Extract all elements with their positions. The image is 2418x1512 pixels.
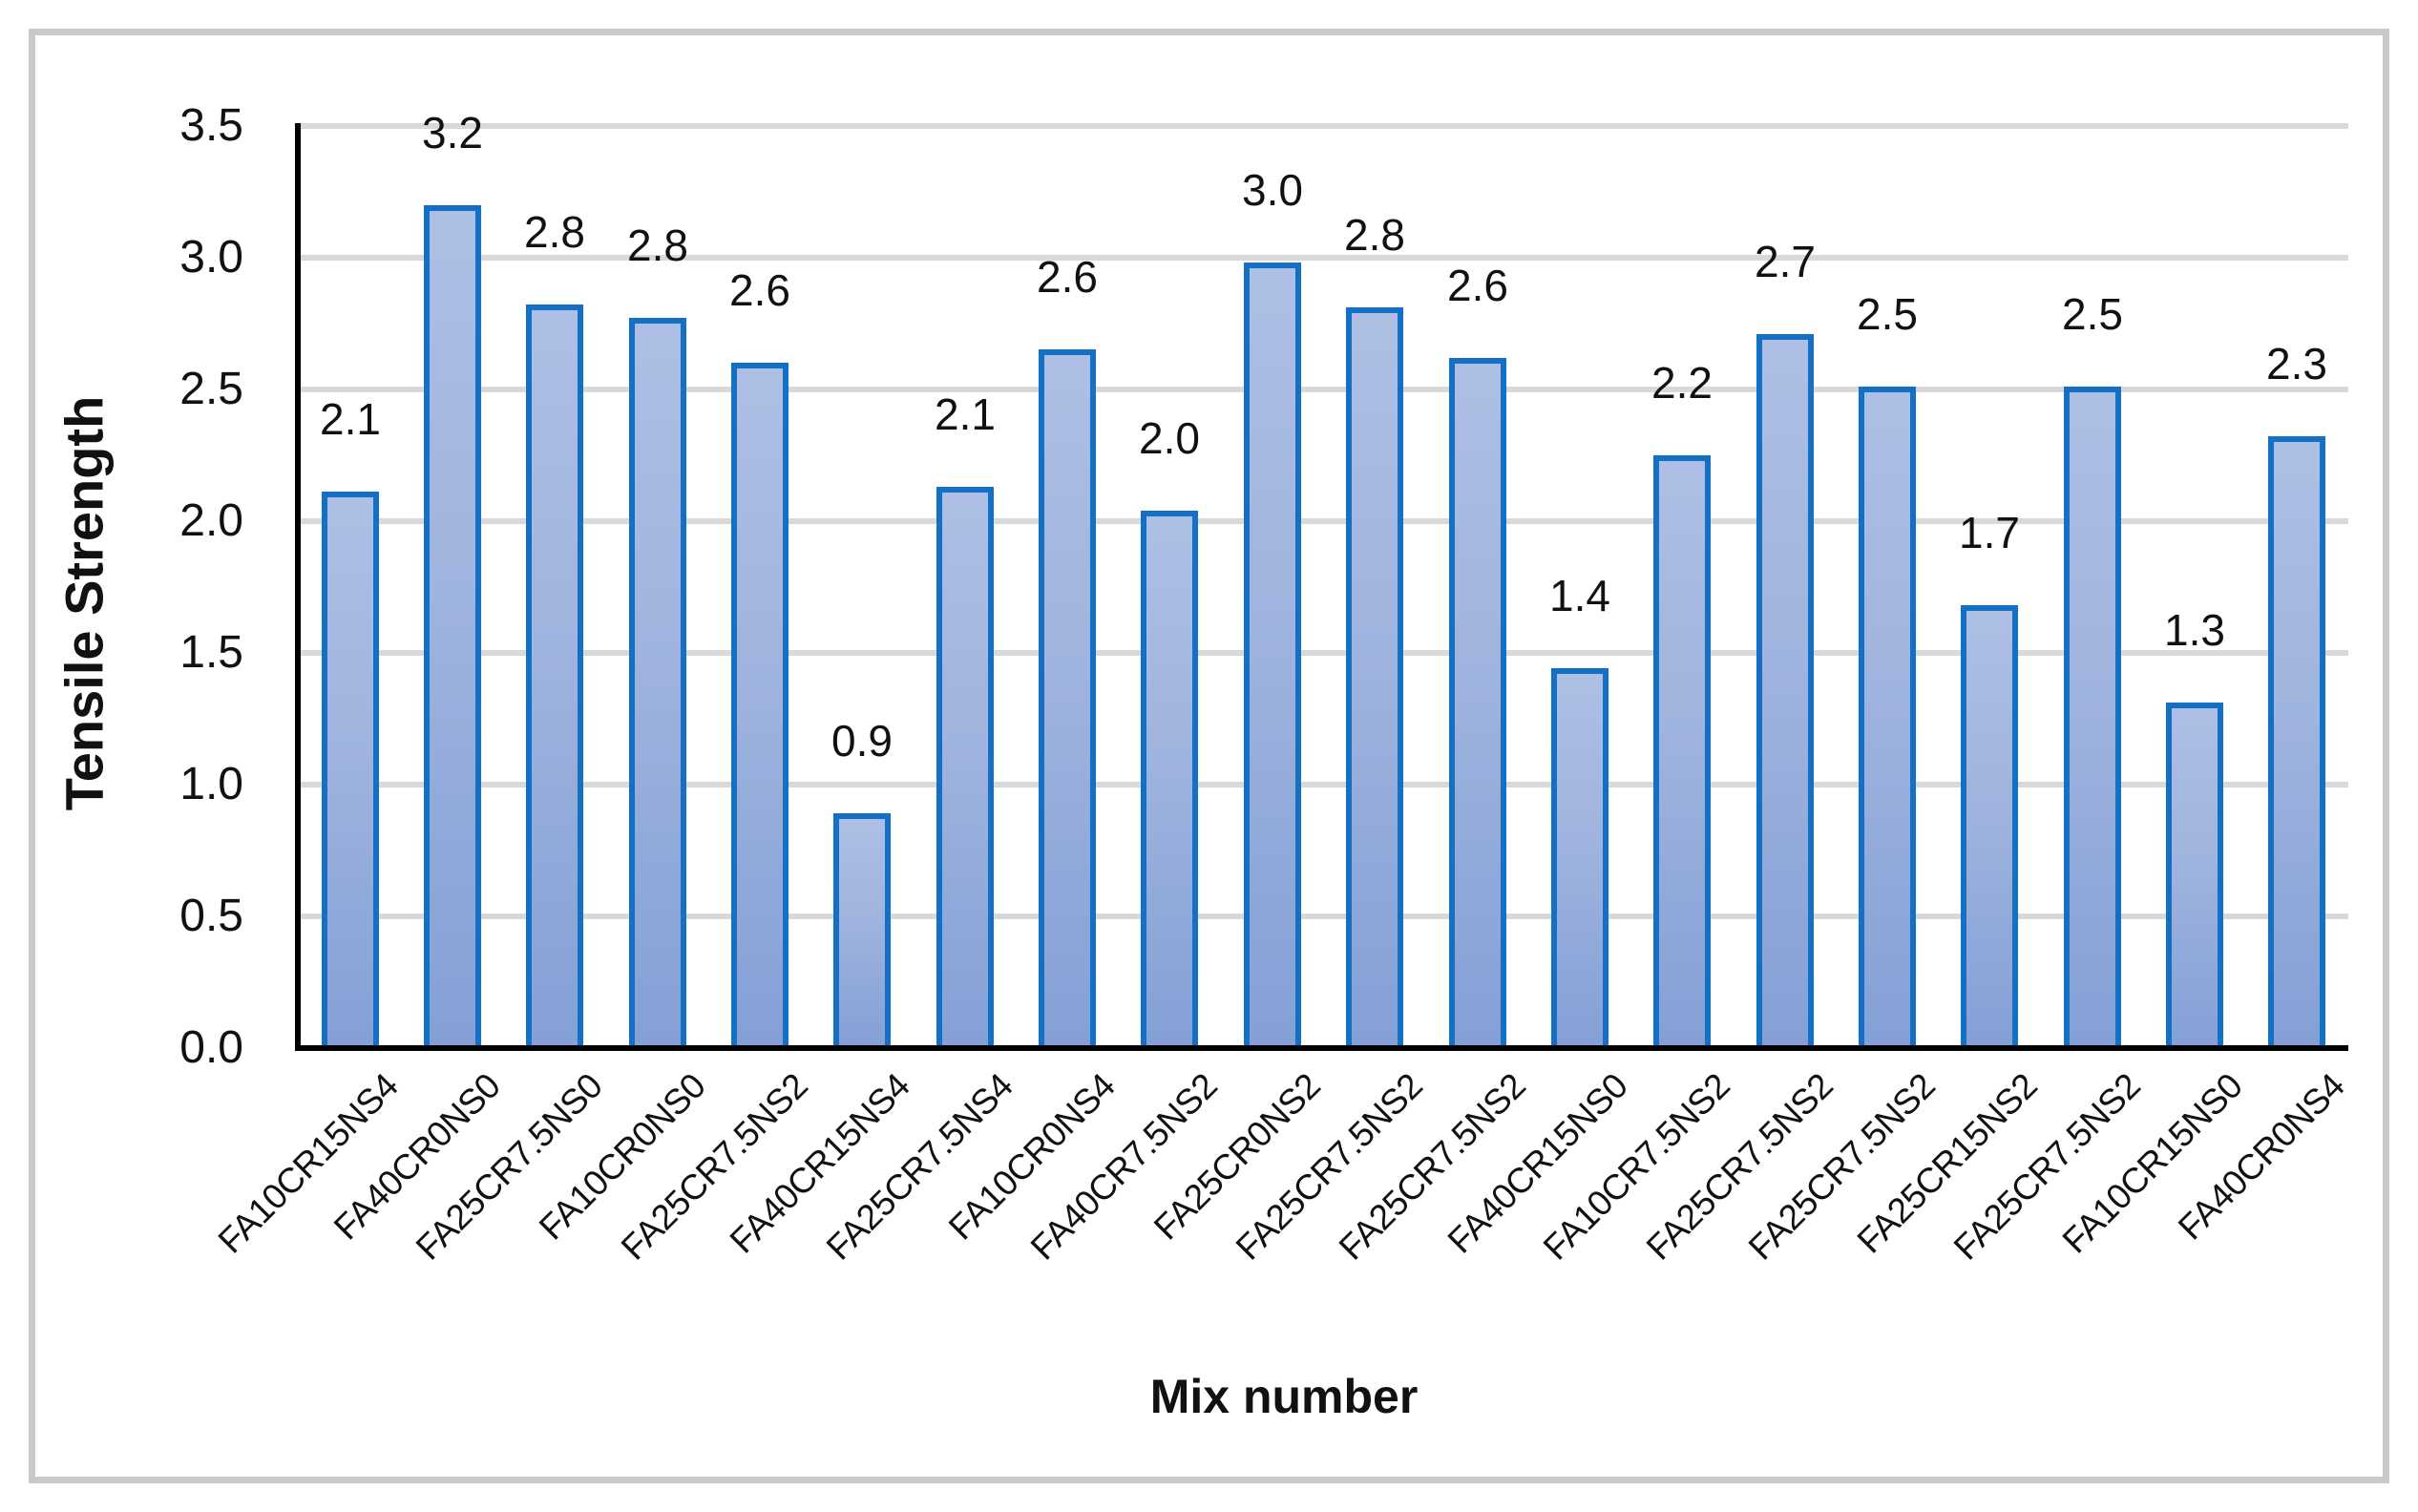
bar-value-label: 3.2 [422, 108, 483, 158]
y-tick-label: 3.0 [179, 232, 243, 283]
bar-FA10CR0NS4 [1039, 349, 1096, 1045]
bar-FA25CR0NS2 [1244, 262, 1301, 1045]
bar-value-label: 2.1 [935, 389, 996, 439]
y-tick-label: 1.5 [179, 627, 243, 678]
bar-FA25CR7.5NS2 [2064, 387, 2121, 1045]
bar-FA40CR15NS0 [1551, 668, 1608, 1045]
gridline [299, 914, 2348, 919]
bar-value-label: 2.1 [320, 394, 381, 444]
bar-FA25CR7.5NS2 [1449, 358, 1506, 1045]
gridline [299, 518, 2348, 524]
y-tick-label: 3.5 [179, 100, 243, 151]
bar-FA40CR0NS4 [2268, 436, 2325, 1045]
bar-FA40CR7.5NS2 [1141, 511, 1198, 1045]
bar-value-label: 2.8 [627, 220, 688, 270]
bar-FA10CR7.5NS2 [1653, 455, 1711, 1045]
bar-value-label: 2.6 [729, 265, 790, 315]
bar-value-label: 0.9 [831, 716, 893, 766]
gridline [299, 255, 2348, 261]
bar-FA25CR7.5NS2 [1756, 334, 1814, 1045]
bar-FA40CR15NS4 [833, 813, 891, 1045]
y-axis-title: Tensile Strength [53, 395, 115, 811]
bar-FA10CR15NS0 [2166, 703, 2223, 1045]
bar-value-label: 1.7 [1959, 508, 2020, 557]
bar-FA25CR7.5NS2 [731, 363, 788, 1045]
bar-value-label: 2.6 [1037, 252, 1098, 302]
bar-value-label: 1.4 [1549, 571, 1610, 620]
bar-value-label: 2.5 [1857, 289, 1918, 339]
bar-value-label: 2.3 [2266, 339, 2327, 388]
bar-value-label: 2.8 [1344, 210, 1405, 260]
gridline [299, 782, 2348, 788]
bar-value-label: 2.8 [524, 207, 585, 257]
bar-FA25CR7.5NS4 [936, 487, 994, 1045]
gridline [299, 123, 2348, 129]
bar-value-label: 2.2 [1651, 358, 1713, 408]
bar-value-label: 2.5 [2062, 289, 2123, 339]
bar-value-label: 2.0 [1139, 413, 1200, 463]
y-tick-label: 0.5 [179, 891, 243, 941]
bar-FA25CR15NS2 [1961, 605, 2018, 1045]
bar-FA40CR0NS0 [424, 205, 481, 1045]
bar-FA10CR0NS0 [629, 318, 686, 1045]
bar-FA25CR7.5NS2 [1346, 307, 1403, 1045]
bar-value-label: 3.0 [1242, 165, 1303, 215]
bar-FA25CR7.5NS2 [1859, 387, 1916, 1045]
gridline [299, 387, 2348, 392]
y-tick-label: 2.0 [179, 495, 243, 546]
y-tick-label: 1.0 [179, 759, 243, 809]
y-tick-label: 0.0 [179, 1022, 243, 1073]
x-axis-line [295, 1045, 2348, 1051]
bar-value-label: 1.3 [2164, 605, 2225, 655]
y-axis-line [295, 123, 301, 1051]
bar-FA10CR15NS4 [322, 492, 379, 1045]
bar-FA25CR7.5NS0 [526, 304, 583, 1045]
x-axis-title: Mix number [1149, 1370, 1419, 1423]
gridline [299, 650, 2348, 656]
x-tick-label: FA10CR15NS4 [210, 1065, 406, 1261]
y-tick-label: 2.5 [179, 364, 243, 414]
bar-value-label: 2.7 [1755, 237, 1816, 286]
bar-value-label: 2.6 [1447, 261, 1508, 310]
